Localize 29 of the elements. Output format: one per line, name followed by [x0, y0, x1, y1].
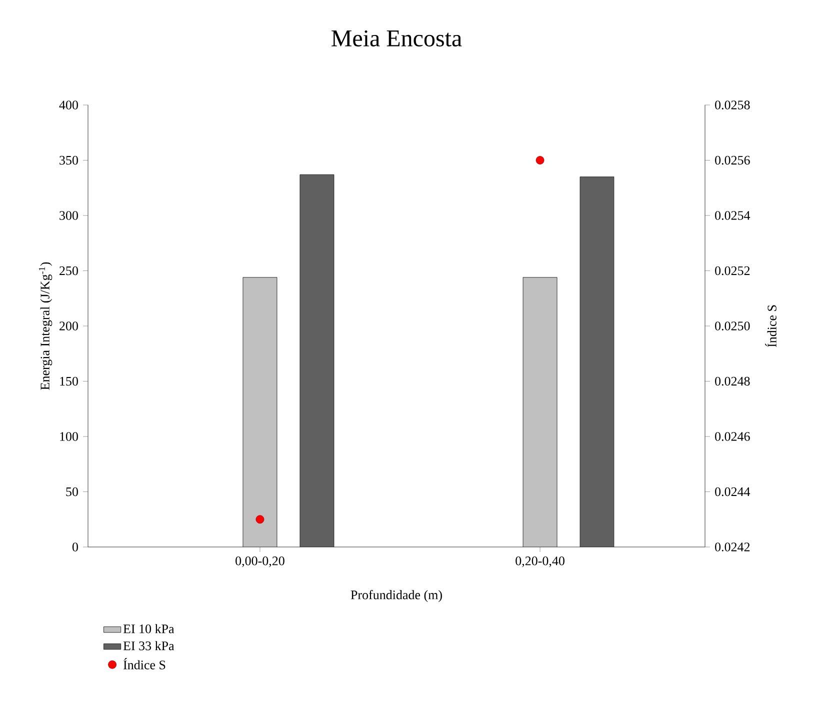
y2-tick-label: 0.0244: [715, 487, 750, 496]
y-tick-label: 250: [60, 266, 78, 276]
y-tick-label: 100: [60, 432, 78, 441]
y-axis-title: Energia Integral (J/Kg$^{-1}$): [38, 262, 52, 390]
y2-tick-label: 0.0246: [715, 432, 750, 441]
y2-tick-label: 0.0256: [715, 156, 750, 165]
bar: [242, 277, 277, 547]
bar: [522, 277, 558, 547]
y-tick-label: 50: [66, 487, 78, 496]
y2-tick-label: 0.0254: [715, 211, 750, 220]
y2-tick-label: 0.0248: [715, 376, 750, 386]
legend-label: EI 33 kPa: [123, 641, 174, 650]
x-axis-title: Profundidade (m): [350, 590, 442, 602]
y-tick-label: 350: [60, 156, 78, 165]
y2-tick-label: 0.0258: [715, 100, 750, 110]
y-tick-label: 400: [59, 100, 78, 110]
y-tick-label: 300: [60, 211, 78, 220]
y2-tick-label: 0.0250: [715, 322, 750, 330]
legend-label: Índice S: [123, 658, 166, 670]
y2-tick-label: 0.0242: [715, 542, 750, 552]
x-tick-label: 0,20-0,40: [516, 556, 564, 568]
y-tick-label: 150: [60, 376, 78, 386]
y-tick-label: 0: [72, 542, 78, 552]
y2-axis-title: Índice S: [765, 305, 776, 347]
chart-title: Meia Encosta: [332, 30, 462, 46]
y-tick-label: 200: [60, 322, 78, 330]
legend-label: EI 10 kPa: [123, 624, 174, 634]
x-tick-label: 0,00-0,20: [236, 556, 284, 568]
y2-tick-label: 0.0252: [715, 266, 750, 276]
